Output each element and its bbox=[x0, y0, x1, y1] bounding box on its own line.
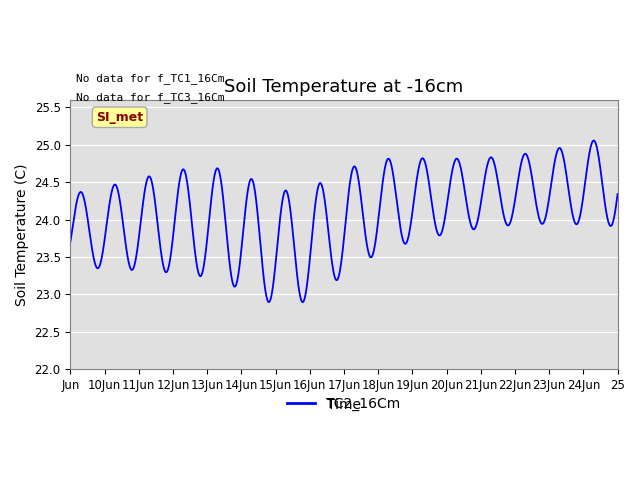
Title: Soil Temperature at -16cm: Soil Temperature at -16cm bbox=[225, 78, 463, 96]
Y-axis label: Soil Temperature (C): Soil Temperature (C) bbox=[15, 163, 29, 306]
Legend: TC2_16Cm: TC2_16Cm bbox=[282, 391, 406, 416]
Text: SI_met: SI_met bbox=[96, 111, 143, 124]
Text: No data for f_TC3_16Cm: No data for f_TC3_16Cm bbox=[76, 92, 225, 103]
X-axis label: Time: Time bbox=[327, 397, 361, 411]
Text: No data for f_TC1_16Cm: No data for f_TC1_16Cm bbox=[76, 73, 225, 84]
